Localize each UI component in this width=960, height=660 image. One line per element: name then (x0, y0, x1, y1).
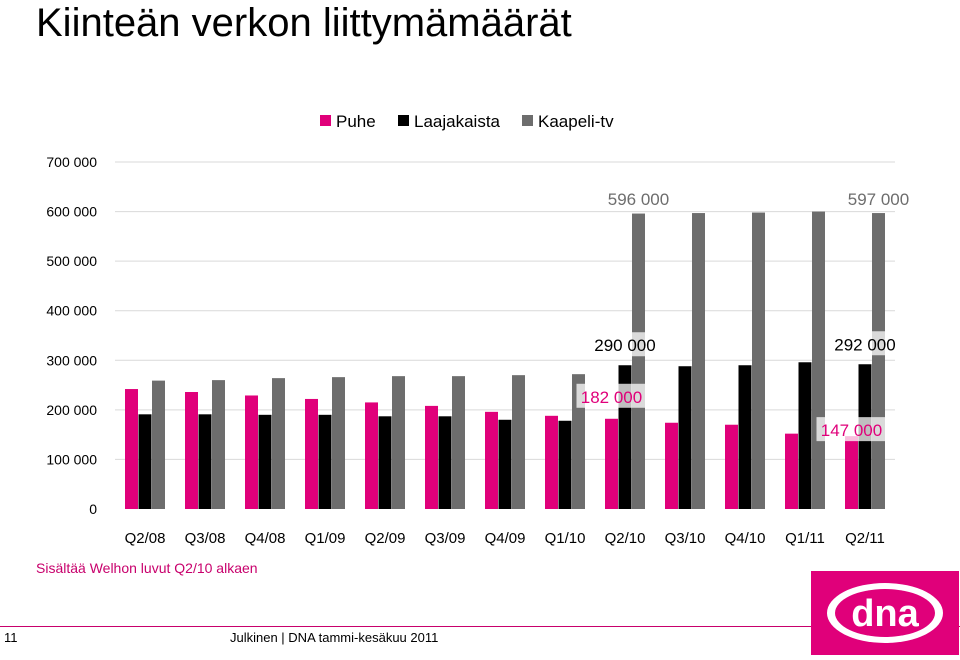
bar-puhe (185, 392, 198, 509)
y-tick-label: 300 000 (46, 352, 97, 368)
data-label-bg (603, 186, 674, 210)
data-label: 182 000 (581, 388, 642, 407)
bar-laajakaista (438, 416, 452, 509)
footer-divider (0, 626, 960, 627)
y-tick-label: 500 000 (46, 253, 97, 269)
logo-text: dna (851, 593, 919, 635)
bar-kaapeli-tv (812, 211, 825, 510)
dna-logo-mark: dna (827, 583, 943, 643)
data-label-bg (830, 331, 900, 356)
bar-laajakaista (198, 414, 212, 509)
bar-chart: 0 100 000 200 000 300 000 400 000 500 000 600 … (46, 112, 914, 547)
x-tick-label: Q2/08 (125, 530, 166, 547)
footer-text: Julkinen | DNA tammi-kesäkuu 2011 (230, 630, 439, 645)
data-label: 596 000 (608, 190, 669, 209)
legend: Puhe Laajakaista Kaapeli-tv (320, 112, 614, 131)
bar-puhe (845, 436, 858, 509)
x-tick-label: Q2/11 (845, 530, 885, 547)
bar-laajakaista (318, 414, 332, 509)
legend-swatch (398, 115, 409, 126)
bar-kaapeli-tv (752, 212, 765, 509)
data-label: 290 000 (594, 336, 655, 355)
legend-label: Puhe (336, 112, 376, 131)
x-tick-label: Q1/10 (545, 530, 586, 547)
bar-laajakaista (798, 362, 812, 509)
bar-kaapeli-tv (692, 213, 705, 509)
x-tick-label: Q4/09 (485, 530, 526, 547)
x-tick-label: Q3/08 (185, 530, 226, 547)
bar-laajakaista (498, 419, 512, 509)
y-tick-label: 200 000 (46, 402, 97, 418)
dna-logo: dna (811, 571, 959, 655)
bar-kaapeli-tv (632, 213, 645, 509)
bar-laajakaista (378, 416, 392, 509)
bar-puhe (485, 411, 498, 509)
bar-laajakaista (678, 366, 692, 509)
bar-puhe (545, 415, 558, 509)
bar-kaapeli-tv (212, 380, 225, 509)
y-tick-label: 100 000 (46, 451, 97, 467)
legend-swatch (522, 115, 533, 126)
bar-laajakaista (558, 420, 572, 509)
y-tick-label: 400 000 (46, 303, 97, 319)
x-tick-label: Q1/09 (305, 530, 346, 547)
footnote: Sisältää Welhon luvut Q2/10 alkaen (36, 560, 258, 576)
data-label-bg (843, 186, 914, 210)
y-tick-label: 0 (89, 501, 97, 517)
bar-puhe (605, 418, 618, 509)
legend-label: Kaapeli-tv (538, 112, 614, 131)
bar-laajakaista (258, 414, 272, 509)
data-label-bg (816, 417, 887, 442)
data-label-bg (576, 383, 647, 408)
bar-kaapeli-tv (452, 376, 465, 509)
bar-kaapeli-tv (572, 374, 585, 509)
data-label: 147 000 (821, 421, 882, 440)
bar-kaapeli-tv (272, 378, 285, 509)
x-tick-label: Q2/10 (605, 530, 646, 547)
slide-title: Kiinteän verkon liittymämäärät (36, 1, 572, 45)
bar-kaapeli-tv (392, 376, 405, 509)
x-tick-label: Q1/11 (785, 530, 825, 547)
bar-puhe (425, 405, 438, 509)
x-tick-label: Q3/10 (665, 530, 706, 547)
bar-laajakaista (138, 414, 152, 509)
bar-kaapeli-tv (332, 377, 345, 509)
x-tick-label: Q4/08 (245, 530, 286, 547)
bar-kaapeli-tv (872, 213, 885, 509)
x-tick-label: Q3/09 (425, 530, 466, 547)
data-label-bg (590, 332, 660, 357)
page-number: 11 (4, 630, 18, 645)
bar-puhe (785, 433, 798, 509)
y-axis: 0 100 000 200 000 300 000 400 000 500 000 600 … (46, 154, 97, 517)
data-labels: 596 000 290 000 182 000 597 000 292 000 147 0… (576, 186, 914, 442)
data-label: 597 000 (848, 190, 909, 209)
data-label: 292 000 (834, 335, 895, 354)
bar-puhe (245, 395, 258, 509)
y-tick-label: 700 000 (46, 154, 97, 170)
x-tick-label: Q4/10 (725, 530, 766, 547)
x-axis: Q2/08 Q3/08 Q4/08 Q1/09 Q2/09 Q3/09 Q4/09 Q1/10… (125, 530, 885, 547)
bar-puhe (305, 398, 318, 509)
bar-kaapeli-tv (512, 375, 525, 509)
legend-swatch (320, 115, 331, 126)
gridlines (115, 161, 895, 460)
bar-puhe (125, 389, 138, 509)
bar-puhe (665, 422, 678, 509)
bar-puhe (365, 402, 378, 509)
y-tick-label: 600 000 (46, 204, 97, 220)
bar-puhe (725, 424, 738, 509)
x-tick-label: Q2/09 (365, 530, 406, 547)
bar-kaapeli-tv (152, 380, 165, 509)
legend-label: Laajakaista (414, 112, 501, 131)
bar-laajakaista (738, 365, 752, 509)
